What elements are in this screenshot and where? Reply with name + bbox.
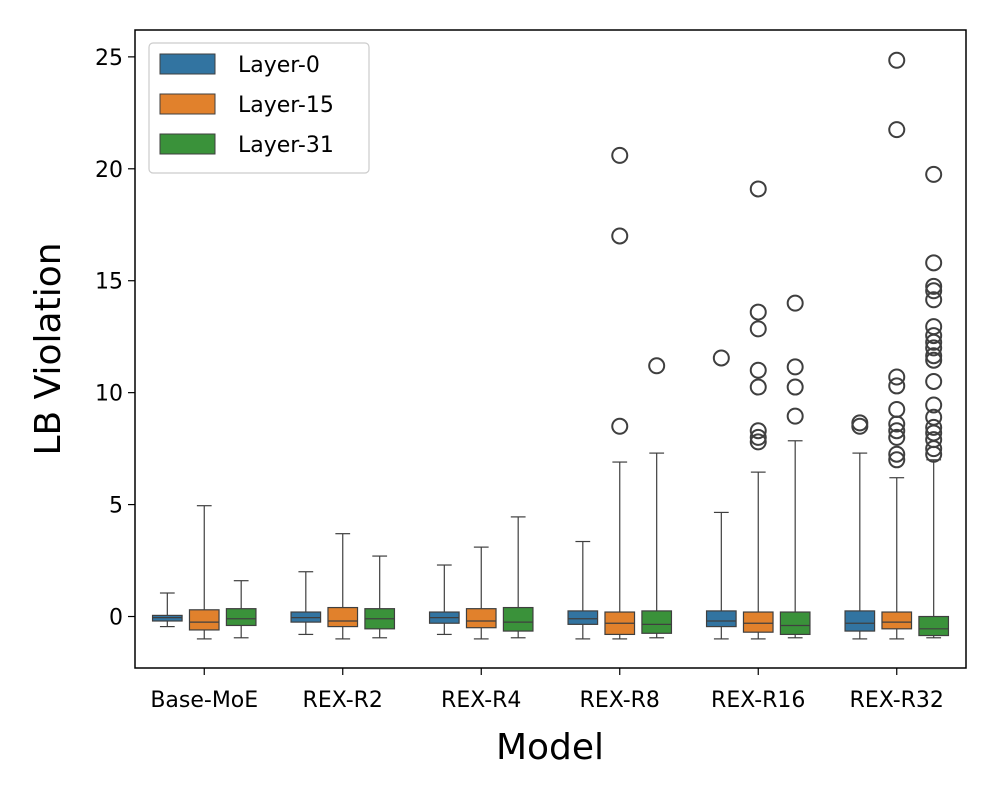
x-tick-label: REX-R8 [580,688,660,713]
outlier-point [611,417,629,435]
box-iqr [502,606,534,632]
legend-label: Layer-0 [238,53,320,78]
outlier-point [925,347,943,365]
box-rex-r16-layer-0 [705,349,737,640]
outlier-point [786,407,804,425]
box-rex-r16-layer-15 [742,180,774,640]
box-base-moe-layer-15 [188,505,220,640]
outlier-point [925,418,943,436]
outlier-point [925,291,943,309]
box-rex-r2-layer-0 [290,571,322,636]
x-tick-label: REX-R16 [711,688,805,713]
box-base-moe-layer-31 [225,580,257,639]
x-tick-label: REX-R32 [850,688,944,713]
legend-swatch [159,133,216,155]
box-rex-r4-layer-0 [428,564,460,636]
legend: Layer-0 Layer-15 Layer-31 [148,42,370,174]
outlier-point [925,282,943,300]
box-rex-r8-layer-31 [641,357,673,639]
outlier-point [925,408,943,426]
box-rex-r8-layer-15 [604,146,636,640]
outlier-point [786,294,804,312]
box-rex-r32-layer-15 [881,51,913,640]
x-axis: Base-MoE REX-R2 REX-R4 REX-R8 REX-R16 REX-R32 [150,668,944,713]
outlier-point [786,358,804,376]
outlier-point [749,433,767,451]
y-tick-label: 20 [95,158,123,183]
outlier-point [925,372,943,390]
legend-label: Layer-15 [238,93,334,118]
x-tick-label: REX-R4 [441,688,521,713]
outlier-point [925,351,943,369]
outlier-point [925,318,943,336]
outlier-point [749,180,767,198]
y-axis-label: LB Violation [28,242,69,455]
outlier-point [925,277,943,295]
box-base-moe-layer-0 [151,592,183,628]
box-iqr [742,611,774,633]
outlier-point [749,303,767,321]
box-iqr [918,615,950,637]
legend-swatch [159,53,216,75]
outlier-point [749,361,767,379]
outlier-point [888,121,906,139]
y-tick-label: 15 [95,270,123,295]
y-axis: 0 5 10 15 20 25 [95,46,135,631]
box-iqr [465,608,497,629]
outlier-point [925,396,943,414]
box-rex-r4-layer-15 [465,546,497,640]
outlier-point [611,146,629,164]
outlier-point [851,414,869,432]
outlier-point [888,377,906,395]
box-rex-r2-layer-15 [327,533,359,640]
x-axis-label: Model [496,727,604,768]
outlier-point [888,422,906,440]
box-iqr [225,608,257,627]
box-rex-r16-layer-31 [779,294,811,639]
outlier-point [925,327,943,345]
y-tick-label: 0 [109,606,123,631]
outlier-point [749,428,767,446]
outlier-point [749,422,767,440]
box-iqr [327,606,359,628]
outlier-point [888,51,906,69]
x-tick-label: REX-R2 [303,688,383,713]
outlier-point [888,428,906,446]
outlier-point [925,431,943,449]
box-iqr [188,609,220,631]
outlier-point [712,349,730,367]
outlier-point [648,357,666,375]
outlier-point [925,165,943,183]
plot-frame [134,29,967,669]
plot-marks [151,51,950,640]
box-iqr [779,611,811,636]
box-rex-r32-layer-0 [844,414,876,640]
outlier-point [786,378,804,396]
box-iqr [641,610,673,634]
legend-label: Layer-31 [238,133,334,158]
y-tick-label: 25 [95,46,123,71]
outlier-point [888,368,906,386]
box-rex-r8-layer-0 [567,540,599,640]
outlier-point [749,378,767,396]
box-iqr [705,610,737,628]
y-tick-label: 10 [95,382,123,407]
outlier-point [888,451,906,469]
legend-swatch [159,93,216,115]
outlier-point [888,445,906,463]
x-tick-label: Base-MoE [150,688,258,713]
box-rex-r2-layer-31 [364,555,396,639]
y-tick-label: 5 [109,494,123,519]
outlier-point [925,254,943,272]
box-iqr [844,610,876,632]
outlier-point [925,339,943,357]
outlier-point [888,400,906,418]
box-rex-r4-layer-31 [502,516,534,639]
box-rex-r32-layer-31 [918,165,950,639]
outlier-point [749,320,767,338]
box-iqr [567,610,599,625]
outlier-point [611,227,629,245]
box-iqr [881,611,913,630]
